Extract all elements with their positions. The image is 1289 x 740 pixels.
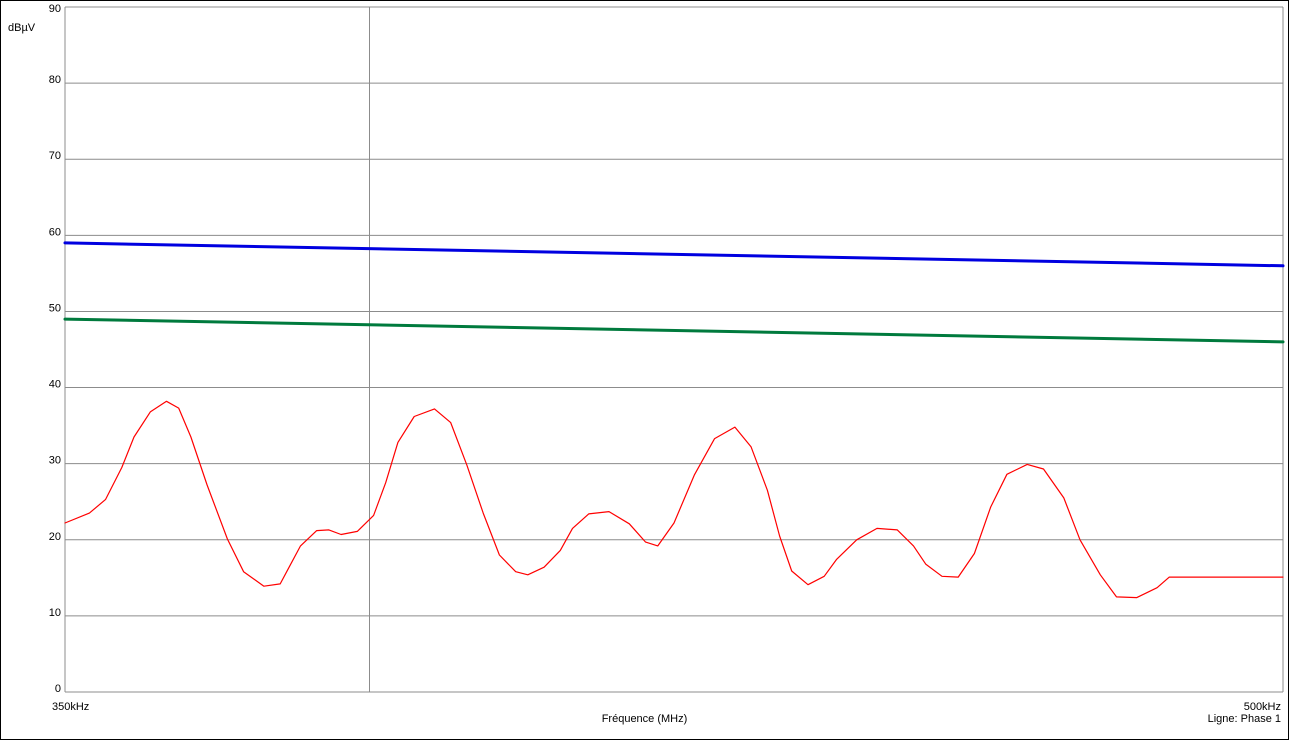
x-axis-label: Fréquence (MHz) [601,713,688,725]
y-axis-label: dBµV [8,22,36,34]
series-group [63,241,1285,599]
measurement-trace [64,400,1284,599]
grid [64,6,1284,693]
y-tick-label: 50 [49,302,61,314]
line-phase-label: Ligne: Phase 1 [1207,713,1281,725]
y-tick-label: 90 [49,3,61,15]
y-tick-label: 20 [49,531,61,543]
y-tick-label: 60 [49,226,61,238]
limit-line-qp [63,241,1285,268]
y-tick-labels: 0 10 20 30 40 50 60 70 80 90 [49,3,61,695]
y-tick-label: 30 [49,455,61,467]
y-tick-label: 70 [49,150,61,162]
y-tick-label: 0 [55,683,61,695]
limit-line-avg [63,317,1285,344]
y-tick-label: 80 [49,74,61,86]
x-tick-label-end: 500kHz [1243,701,1281,713]
y-tick-label: 10 [49,607,61,619]
x-tick-label-start: 350kHz [52,701,90,713]
y-tick-label: 40 [49,379,61,391]
